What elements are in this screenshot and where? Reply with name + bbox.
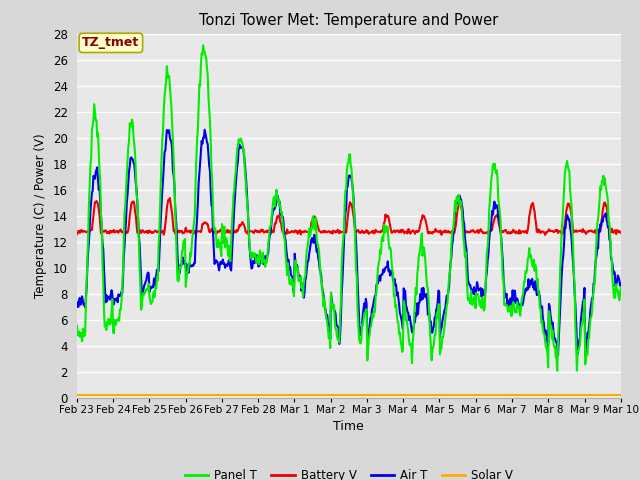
X-axis label: Time: Time — [333, 420, 364, 432]
Title: Tonzi Tower Met: Temperature and Power: Tonzi Tower Met: Temperature and Power — [199, 13, 499, 28]
Legend: Panel T, Battery V, Air T, Solar V: Panel T, Battery V, Air T, Solar V — [180, 465, 518, 480]
Y-axis label: Temperature (C) / Power (V): Temperature (C) / Power (V) — [34, 134, 47, 298]
Text: TZ_tmet: TZ_tmet — [82, 36, 140, 49]
